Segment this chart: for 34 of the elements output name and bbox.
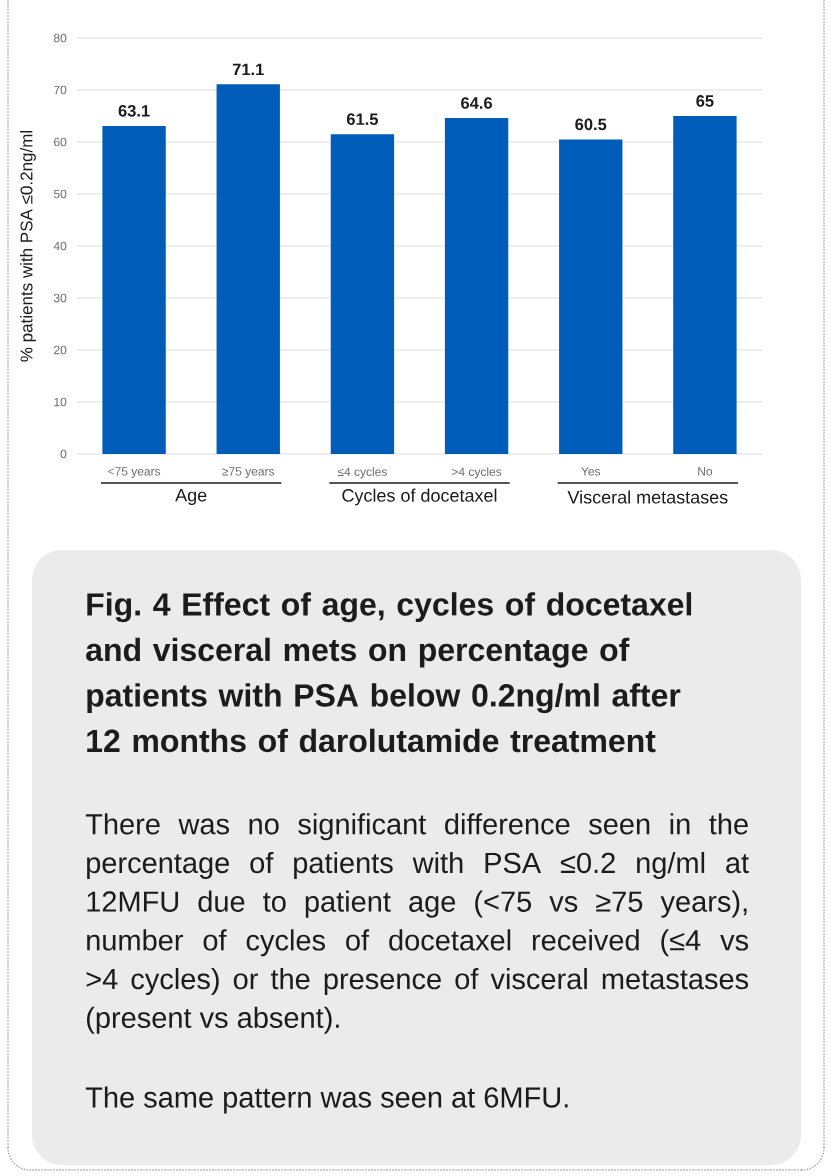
- text: Visceral metastases: [567, 490, 728, 504]
- bar: [444, 118, 509, 454]
- y-tick-label: 0: [60, 449, 67, 459]
- text: Cycles of docetaxel: [342, 488, 497, 506]
- y-tick-label: 20: [54, 345, 67, 355]
- text: There was no significant difference seen in the percentage of patients with PSA ≤0.2 ng/ml at 12MFU due to patient age (<75 vs ≥75 years), number of cycles of docetaxel received (≤4 vs >4 cycles) or the presence of visceral metastases (present vs absent).: [85, 813, 749, 1034]
- x-tick-label: ≤4 cycles: [337, 467, 387, 479]
- data-label: 71.1: [232, 63, 264, 76]
- x-tick-label: Yes: [581, 467, 601, 476]
- y-tick-label: 70: [54, 85, 67, 95]
- x-tick-label: >4 cycles: [452, 467, 502, 479]
- data-label: 61.5: [346, 113, 379, 125]
- bar: [216, 84, 280, 454]
- y-axis-title: % patients with PSA ≤0.2ng/ml: [20, 131, 36, 362]
- y-tick-label: 50: [53, 189, 67, 199]
- data-label: 60.5: [575, 118, 607, 131]
- text: The same pattern was seen at 6MFU.: [85, 1086, 568, 1114]
- bar: [102, 125, 166, 454]
- text: Fig. 4 Effect of age, cycles of docetaxel and visceral mets on percentage of patients with PSA below 0.2ng/ml after 12 months of darolutamide treatment: [86, 592, 692, 753]
- y-tick-label: 60: [54, 137, 67, 147]
- x-tick-label: <75 years: [108, 467, 161, 478]
- y-tick-label: 30: [53, 293, 67, 303]
- x-tick-label: ≥75 years: [222, 467, 275, 478]
- data-label: 63.1: [118, 104, 150, 117]
- y-tick-label: 80: [53, 33, 67, 43]
- bar: [673, 116, 737, 454]
- y-tick-label: 10: [54, 397, 67, 407]
- text: Age: [175, 488, 207, 506]
- bar: [330, 134, 395, 454]
- y-tick-label: 40: [53, 241, 67, 251]
- x-tick-label: No: [698, 467, 713, 476]
- data-label: 64.6: [461, 97, 493, 109]
- bar: [559, 139, 623, 454]
- data-label: 65: [696, 95, 714, 107]
